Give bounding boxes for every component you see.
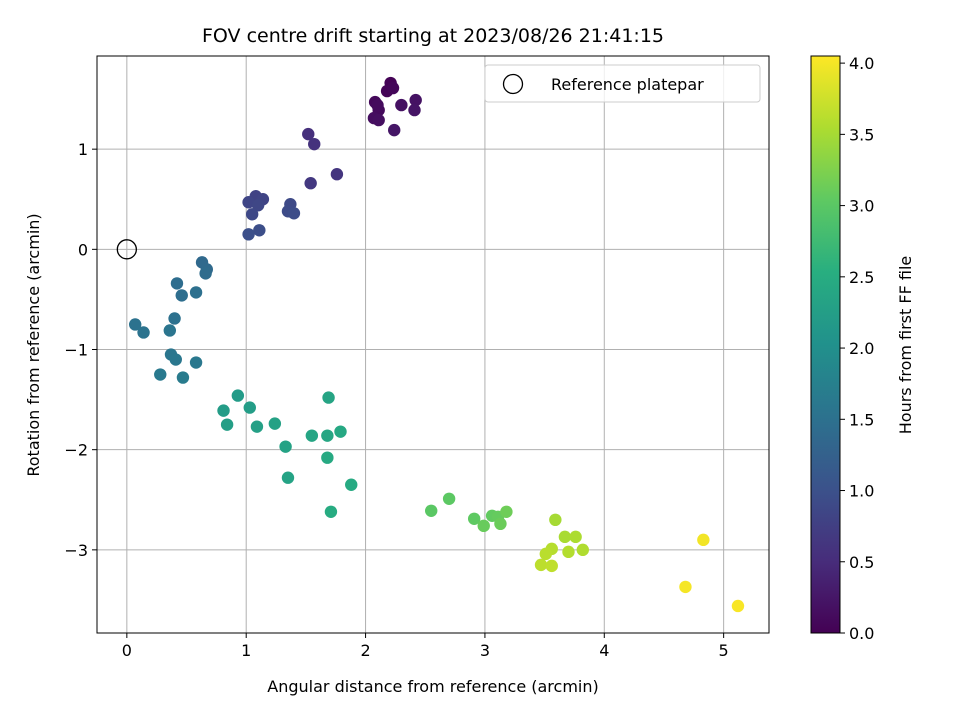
data-point [154,368,167,381]
y-tick-label: 1 [78,140,88,159]
data-point [388,123,401,137]
data-point [324,505,338,518]
data-point [302,127,315,141]
x-axis-label: Angular distance from reference (arcmin) [267,677,598,696]
scatter-points [128,76,745,613]
data-point [731,599,745,613]
data-point [169,353,182,366]
data-point [137,326,150,339]
data-point [372,113,385,127]
data-point [308,137,321,151]
data-point [268,417,282,430]
data-point [220,418,234,431]
data-point [494,517,507,531]
y-tick-label: −1 [64,341,88,360]
legend: Reference platepar [484,64,761,103]
data-point [128,318,142,331]
data-point [305,429,319,442]
x-tick-label: 2 [360,641,370,660]
data-point [251,199,265,212]
colorbar: 0.0 0.5 1.0 1.5 2.0 2.5 3.0 3.5 4.0 Hours from f… [810,54,915,643]
colorbar-tick-label: 3.5 [849,125,874,144]
data-point [189,286,203,299]
data-point [281,471,295,484]
data-point [409,93,422,107]
axes: 0 1 2 3 4 5 1 0 −1 −2 −3 [64,140,728,660]
data-point [569,530,582,544]
data-point [576,543,589,557]
data-point [386,81,400,95]
data-point [467,512,481,526]
y-tick-label: −3 [64,541,88,560]
data-point [345,478,358,491]
data-point [168,312,181,325]
data-point [253,224,266,237]
colorbar-ticks: 0.0 0.5 1.0 1.5 2.0 2.5 3.0 3.5 4.0 [840,54,874,643]
data-point [287,207,301,220]
colorbar-gradient [810,55,841,634]
colorbar-tick-label: 1.5 [849,410,874,429]
reference-platepar-marker [116,239,137,260]
legend-marker [502,73,524,95]
x-tick-label: 0 [122,641,132,660]
data-point [558,530,572,544]
data-point [170,277,184,290]
x-tick-label: 5 [719,641,729,660]
data-point [242,228,255,241]
data-point [199,267,212,280]
data-point [242,196,255,209]
data-point [425,504,438,517]
data-point [163,324,177,337]
colorbar-tick-label: 2.5 [849,268,874,287]
chart-title: FOV centre drift starting at 2023/08/26 … [202,25,664,47]
colorbar-tick-label: 0.0 [849,624,874,643]
data-point [321,451,334,464]
x-tick-label: 4 [599,641,609,660]
x-tick-label: 3 [480,641,490,660]
data-point [243,401,256,414]
data-point [250,420,264,433]
data-point [330,168,344,181]
legend-entry-reference-platepar: Reference platepar [551,75,704,94]
y-tick-label: −2 [64,441,88,460]
data-point [545,559,558,573]
colorbar-tick-label: 2.0 [849,339,874,358]
data-point [534,558,548,572]
legend-box [484,64,761,103]
data-point [304,177,317,190]
data-point [539,547,552,561]
data-point [217,404,230,417]
colorbar-tick-label: 0.5 [849,553,874,572]
data-point [321,429,334,442]
plot-frame [96,55,770,634]
y-axis-label: Rotation from reference (arcmin) [24,213,43,476]
data-point [176,371,190,384]
data-point [477,519,490,533]
data-point [245,208,259,221]
data-point [231,389,245,402]
data-point [697,533,710,547]
data-point [279,440,292,453]
colorbar-tick-label: 1.0 [849,482,874,501]
data-point [562,545,575,559]
data-point [679,580,692,594]
data-point [549,513,562,527]
data-point [442,492,456,505]
colorbar-tick-label: 4.0 [849,54,874,73]
data-point [408,103,421,117]
data-point [395,98,408,112]
data-point [189,356,203,369]
colorbar-tick-label: 3.0 [849,197,874,216]
data-point [500,505,513,518]
data-point [371,98,384,112]
data-point [334,425,347,438]
grid [97,56,769,633]
colorbar-label: Hours from first FF file [896,256,915,435]
data-point [322,391,335,404]
y-tick-label: 0 [78,240,88,259]
data-point [175,289,188,302]
x-tick-label: 1 [241,641,251,660]
